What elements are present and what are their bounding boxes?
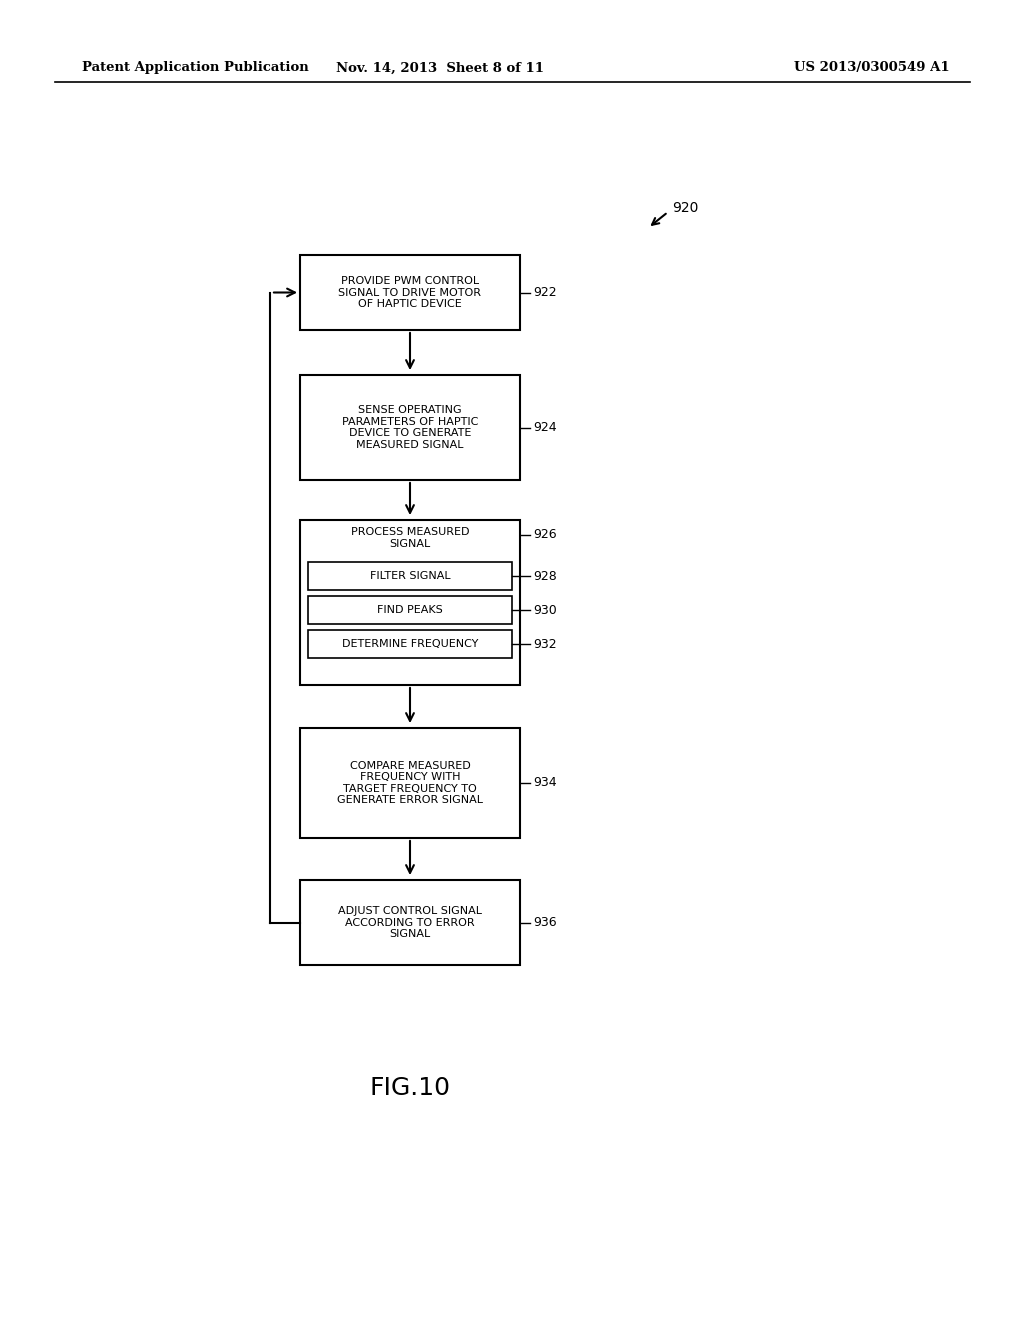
Bar (300, 729, 520, 838)
Text: PROVIDE PWM CONTROL
SIGNAL TO DRIVE MOTOR
OF HAPTIC DEVICE: PROVIDE PWM CONTROL SIGNAL TO DRIVE MOTO… (339, 276, 481, 309)
Text: 924: 924 (534, 421, 557, 434)
Text: US 2013/0300549 A1: US 2013/0300549 A1 (795, 62, 950, 74)
Text: 936: 936 (534, 916, 557, 929)
Text: Patent Application Publication: Patent Application Publication (82, 62, 309, 74)
Text: FIG.10: FIG.10 (370, 1076, 451, 1100)
Text: 930: 930 (534, 603, 557, 616)
Text: 932: 932 (534, 638, 557, 651)
Bar (308, 630, 512, 657)
Text: 934: 934 (534, 776, 557, 789)
Text: 920: 920 (672, 201, 698, 215)
Text: COMPARE MEASURED
FREQUENCY WITH
TARGET FREQUENCY TO
GENERATE ERROR SIGNAL: COMPARE MEASURED FREQUENCY WITH TARGET F… (337, 760, 483, 805)
Text: ADJUST CONTROL SIGNAL
ACCORDING TO ERROR
SIGNAL: ADJUST CONTROL SIGNAL ACCORDING TO ERROR… (338, 906, 482, 939)
Text: SENSE OPERATING
PARAMETERS OF HAPTIC
DEVICE TO GENERATE
MEASURED SIGNAL: SENSE OPERATING PARAMETERS OF HAPTIC DEV… (342, 405, 478, 450)
Text: Nov. 14, 2013  Sheet 8 of 11: Nov. 14, 2013 Sheet 8 of 11 (336, 62, 544, 74)
Text: DETERMINE FREQUENCY: DETERMINE FREQUENCY (342, 639, 478, 649)
Text: 928: 928 (534, 569, 557, 582)
Bar (308, 597, 512, 624)
Bar (300, 255, 520, 330)
Bar (300, 880, 520, 965)
Text: FILTER SIGNAL: FILTER SIGNAL (370, 572, 451, 581)
Bar (300, 375, 520, 480)
Bar (308, 562, 512, 590)
Text: PROCESS MEASURED
SIGNAL: PROCESS MEASURED SIGNAL (351, 527, 469, 549)
Text: FIND PEAKS: FIND PEAKS (377, 605, 442, 615)
Text: 926: 926 (534, 528, 557, 541)
Text: 922: 922 (534, 286, 557, 300)
Bar (300, 520, 520, 685)
